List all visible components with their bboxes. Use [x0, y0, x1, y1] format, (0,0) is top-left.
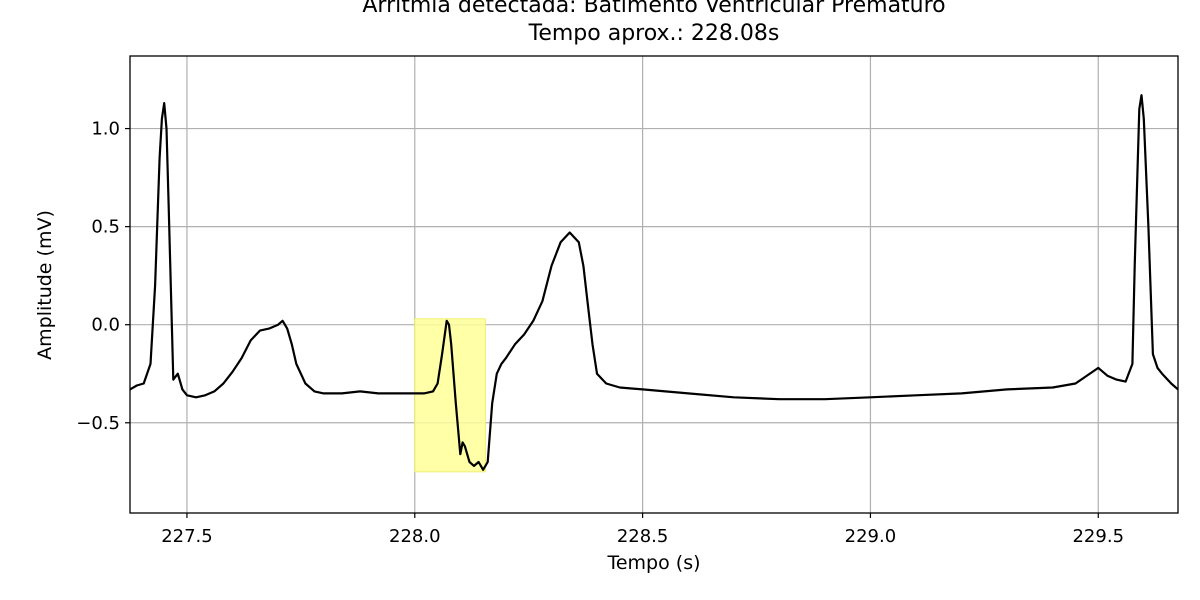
series-layer — [129, 94, 1179, 471]
x-tick-label: 228.5 — [617, 526, 669, 547]
y-axis-label: Amplitude (mV) — [34, 210, 56, 360]
grid — [130, 56, 1178, 513]
x-tick-label: 228.0 — [389, 526, 441, 547]
chart-subtitle: Tempo aprox.: 228.08s — [528, 21, 780, 46]
plot-frame — [129, 55, 1179, 514]
x-axis-label: Tempo (s) — [607, 552, 701, 574]
ecg-signal-line — [129, 94, 1179, 471]
x-tick-label: 227.5 — [161, 526, 213, 547]
y-tick-label: 1.0 — [91, 119, 120, 140]
x-tick-label: 229.0 — [845, 526, 897, 547]
ticks: 227.5 228.0 228.5 229.0 229.5 −0.5 0.0 0.5 1.0 — [76, 119, 1124, 547]
y-tick-label: 0.5 — [91, 217, 120, 238]
y-tick-label: −0.5 — [76, 413, 120, 434]
y-tick-label: 0.0 — [91, 315, 120, 336]
chart-title: Arritmia detectada: Batimento Ventricula… — [362, 0, 946, 18]
x-tick-label: 229.5 — [1072, 526, 1124, 547]
